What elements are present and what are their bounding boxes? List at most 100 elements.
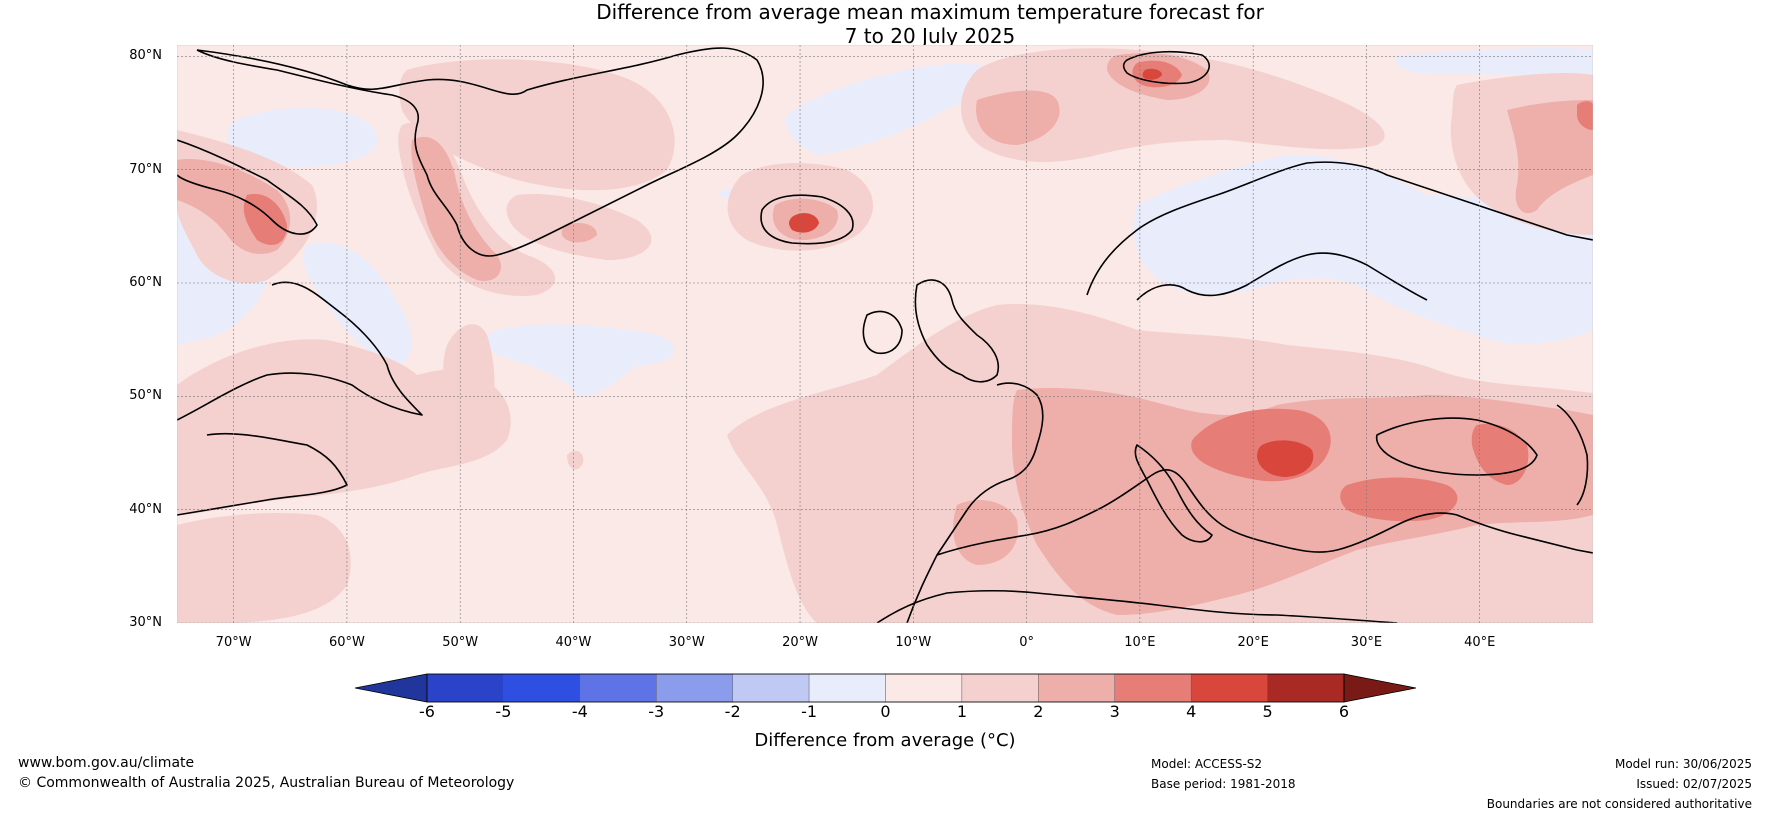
colorbar-tick-label: 1 [956,702,967,721]
coastlines [177,47,1593,623]
colorbar-tick-label: 3 [1109,702,1120,721]
western-europe-coast [906,382,1044,623]
colorbar-segment [1114,673,1192,703]
labrador-coast [177,281,423,421]
temperature-anomaly-map [177,45,1593,623]
colorbar-segment [426,673,504,703]
warm-region-north-greenland [399,59,675,191]
colorbar-tick-label: -2 [724,702,741,721]
gridlines [177,45,1593,623]
longitude-label: 40°W [555,635,592,650]
north-africa-coast [876,589,1398,623]
colorbar-tick-label: -1 [801,702,818,721]
latitude-label: 70°N [129,161,162,177]
colorbar-tick-label: -4 [571,702,588,721]
cool-region-scandinavia [1133,154,1593,345]
scandinavia-coast [1086,161,1593,296]
longitude-label: 40°E [1464,635,1496,650]
warm-region-atlantic-south [177,513,351,623]
model-run-text: Model run: 30/06/2025 [1614,757,1752,771]
cool-region-arctic-east [1395,47,1593,75]
ireland-coast [862,310,903,355]
warm-region-azores [567,450,584,470]
colorbar-segment [1267,673,1345,703]
colorbar-segment [656,673,733,703]
colorbar-label: Difference from average (°C) [754,730,1016,751]
colorbar-tick-label: -3 [648,702,665,721]
disclaimer-text: Boundaries are not considered authoritat… [1486,797,1752,811]
latitude-label: 50°N [129,388,162,404]
colorbar-frame [426,673,1345,703]
colorbar-extend-high [1343,673,1417,703]
baffin-coast [177,139,318,235]
mediterranean-coast [936,469,1593,556]
colorbar-segment [1190,673,1268,703]
warm-4-5-regions [789,68,1314,477]
latitude-label: 30°N [129,615,162,630]
svalbard-coast [1122,50,1210,85]
baltic-coast [1136,252,1428,301]
longitude-label: 60°W [328,635,365,650]
cool-region-baffin [226,108,378,167]
colorbar-tick-label: 4 [1186,702,1197,721]
website-text: www.bom.gov.au/climate [18,755,195,771]
colorbar-segment [732,673,810,703]
map-panel [177,45,1593,623]
colorbar-segment [961,673,1039,703]
colorbar-extend-low [354,673,428,703]
warm-region-barents-core [1577,101,1593,130]
colorbar-tick-label: -6 [419,702,435,721]
colorbar-tick-label: 2 [1033,702,1044,721]
longitude-label: 50°W [442,635,479,650]
colorbar-segment [808,673,886,703]
chart-title: Difference from average mean maximum tem… [0,0,1770,48]
issued-text: Issued: 02/07/2025 [1636,777,1752,791]
warm-region-black-sea [1471,423,1529,485]
longitude-label: 0° [1019,635,1034,650]
model-text: Model: ACCESS-S2 [1151,757,1263,771]
colorbar-tick-label: 6 [1338,702,1350,721]
warm-region-barents [1507,100,1593,214]
italy-coast [1134,444,1213,543]
latitude-label: 80°N [129,48,162,64]
colorbar-tick-label: -5 [495,702,512,721]
colorbar-svg [354,673,1417,703]
warm-region-svalbard-small [1142,68,1162,80]
colorbar-segment [885,673,963,703]
cool-region-north-atlantic [485,324,675,396]
warm-region-labrador-sea [443,324,495,428]
colorbar-segment [503,673,581,703]
copyright-text: © Commonwealth of Australia 2025, Austra… [18,775,515,791]
longitude-label: 20°W [782,635,818,650]
warm-region-svalbard [960,48,1385,162]
british-isles-coast [914,279,999,383]
warm-region-nw-africa [953,500,1018,565]
iceland-coast [760,194,854,245]
warm-region-iceland-core [789,213,819,233]
warm-region-iberia-central [1012,388,1593,615]
colorbar-tick-label: 5 [1262,702,1273,721]
title-line-2: 7 to 20 July 2025 [844,24,1016,48]
longitude-label: 10°W [895,635,932,650]
latitude-label: 40°N [129,501,162,517]
caspian-coast [1556,404,1589,506]
longitude-label: 30°E [1350,635,1383,650]
colorbar-segment [1038,673,1115,703]
colorbar-tick-label: 0 [880,702,891,721]
longitude-label: 20°E [1237,635,1269,650]
longitude-label: 10°E [1124,635,1156,650]
longitude-label: 70°W [215,635,252,650]
warm-region-romania-core [1257,440,1314,477]
warm-region-norwegian-sea [976,90,1060,145]
black-sea-coast [1375,417,1538,476]
base-period-text: Base period: 1981-2018 [1151,777,1296,791]
colorbar-segment [579,673,657,703]
warm-region-east-greenland-coast [411,136,501,281]
greenland-coast [196,47,764,257]
longitude-label: 30°W [668,635,705,650]
title-line-1: Difference from average mean maximum tem… [596,0,1264,24]
warm-region-newfoundland [177,339,511,515]
latitude-label: 60°N [129,275,162,290]
warm-region-iceland-sw [561,223,597,243]
cool-region-newfoundland [303,242,412,365]
